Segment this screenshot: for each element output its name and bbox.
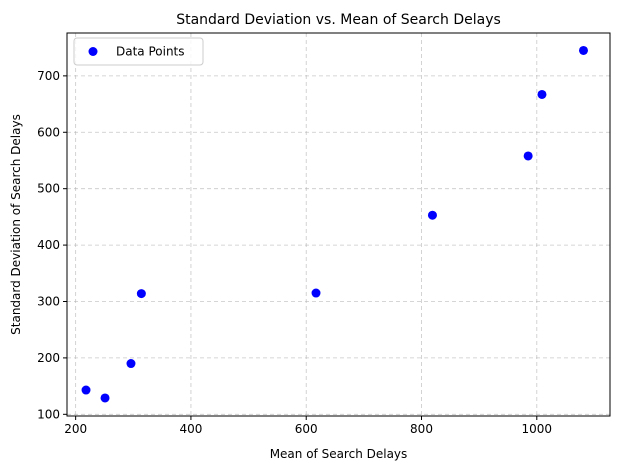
data-point [578, 45, 588, 55]
legend-marker [88, 47, 98, 56]
y-tick-label: 700 [37, 69, 60, 83]
y-tick-label: 200 [37, 351, 60, 365]
data-point [427, 210, 437, 220]
data-points [81, 45, 588, 403]
legend-label: Data Points [116, 45, 185, 59]
axis-ticks: 200 400 600 800 1000 100 200 300 400 500 600 700 [37, 69, 552, 436]
x-tick-label: 400 [179, 422, 202, 436]
x-tick-label: 1000 [522, 422, 553, 436]
data-point [81, 385, 91, 395]
y-tick-label: 100 [37, 407, 60, 421]
x-tick-label: 200 [64, 422, 87, 436]
data-point [126, 359, 136, 369]
x-tick-label: 600 [295, 422, 318, 436]
data-point [100, 393, 110, 403]
y-axis-label: Standard Deviation of Search Delays [9, 114, 23, 335]
chart-title: Standard Deviation vs. Mean of Search De… [176, 12, 501, 28]
legend[interactable]: Data Points [73, 37, 204, 66]
data-point [537, 89, 547, 99]
y-tick-label: 600 [37, 125, 60, 139]
data-point [311, 288, 321, 298]
x-tick-label: 800 [410, 422, 433, 436]
data-point [523, 151, 533, 161]
x-axis-label: Mean of Search Delays [270, 447, 408, 461]
grid-lines [67, 33, 610, 416]
y-tick-label: 500 [37, 182, 60, 196]
y-tick-label: 300 [37, 294, 60, 308]
plot-area [66, 32, 611, 417]
legend-box [73, 37, 204, 66]
data-point [136, 289, 146, 299]
y-tick-label: 400 [37, 238, 60, 252]
